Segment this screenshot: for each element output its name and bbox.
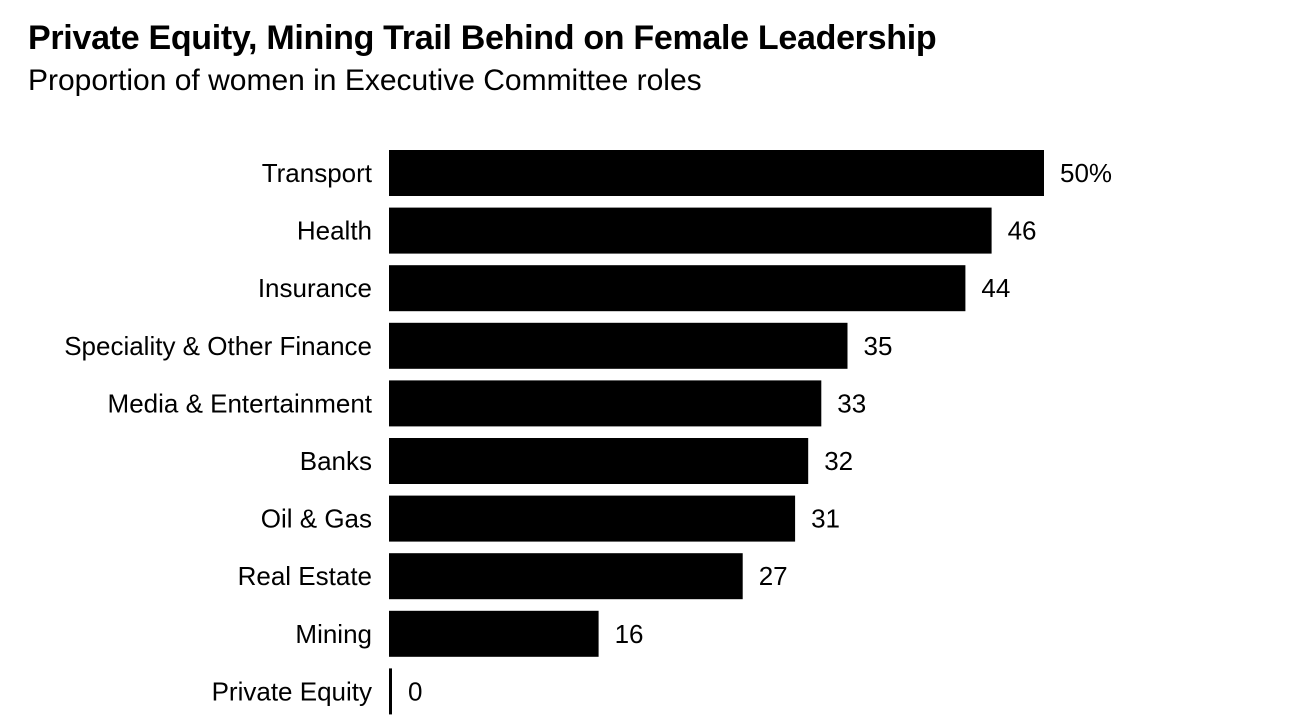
bar-banks <box>389 438 809 484</box>
value-label: 44 <box>981 273 1010 303</box>
category-label: Speciality & Other Finance <box>64 331 372 361</box>
bar-mining <box>389 610 599 657</box>
category-label: Media & Entertainment <box>108 388 373 418</box>
category-labels: Transport Health Insurance Speciality & Oth… <box>64 158 373 706</box>
value-label: 50% <box>1060 158 1112 188</box>
bar-real-estate <box>389 553 743 600</box>
value-label: 35 <box>864 331 893 361</box>
bar-insurance <box>389 265 966 312</box>
value-label: 33 <box>837 388 866 418</box>
value-labels: 50% 46 44 35 33 32 31 27 16 0 <box>408 158 1112 706</box>
chart-subtitle: Proportion of women in Executive Committ… <box>28 64 702 97</box>
value-label: 46 <box>1008 216 1037 246</box>
value-label: 16 <box>615 619 644 649</box>
bar-media-entertainment <box>389 380 822 427</box>
bars-layer <box>389 150 1044 715</box>
category-label: Mining <box>295 619 372 649</box>
category-label: Real Estate <box>238 561 372 591</box>
value-label: 0 <box>408 676 422 706</box>
bar-private-equity <box>389 668 392 715</box>
category-label: Private Equity <box>212 676 372 706</box>
bar-speciality-other-finance <box>389 322 848 369</box>
category-label: Transport <box>262 158 373 188</box>
category-label: Oil & Gas <box>261 504 372 534</box>
bar-transport <box>389 150 1044 196</box>
category-label: Banks <box>300 446 372 476</box>
bar-health <box>389 207 992 254</box>
value-label: 31 <box>811 504 840 534</box>
category-label: Insurance <box>258 273 372 303</box>
bar-oil-gas <box>389 495 796 542</box>
category-label: Health <box>297 216 372 246</box>
value-label: 27 <box>759 561 788 591</box>
chart-title: Private Equity, Mining Trail Behind on F… <box>28 19 937 57</box>
value-label: 32 <box>824 446 853 476</box>
